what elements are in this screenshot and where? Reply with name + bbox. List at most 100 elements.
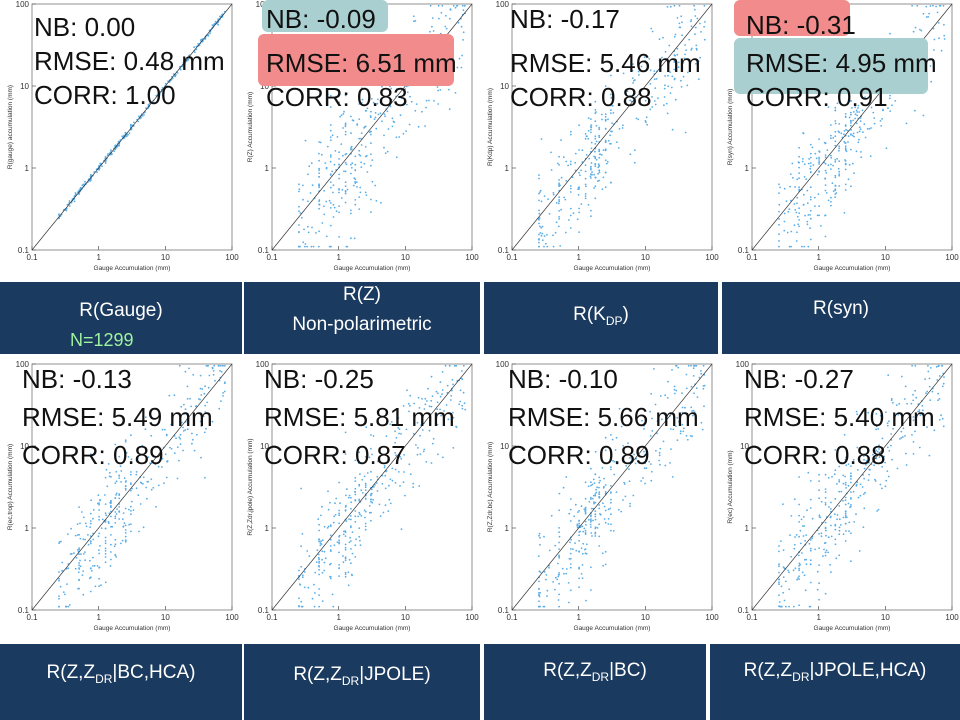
data-point: [865, 460, 868, 462]
data-point: [703, 405, 705, 408]
data-point: [199, 387, 202, 390]
data-point: [372, 435, 375, 437]
data-point: [889, 32, 891, 35]
data-point: [382, 511, 385, 514]
data-point: [838, 174, 841, 177]
data-point: [444, 25, 447, 28]
data-point: [539, 191, 541, 194]
data-point: [595, 488, 597, 491]
data-point: [364, 528, 367, 531]
data-point: [354, 487, 357, 490]
data-point: [118, 518, 121, 520]
data-point: [633, 79, 635, 82]
data-point: [594, 135, 597, 138]
data-point: [793, 543, 796, 546]
data-point: [329, 129, 332, 132]
data-point: [350, 209, 352, 212]
data-point: [610, 97, 613, 100]
data-point: [350, 212, 352, 215]
data-point: [809, 209, 812, 212]
data-point: [609, 142, 611, 145]
data-point: [682, 430, 685, 433]
data-point: [594, 120, 597, 123]
data-point: [568, 557, 571, 560]
data-point: [89, 180, 92, 182]
data-point: [890, 398, 893, 400]
data-point: [862, 455, 865, 457]
data-point: [558, 155, 560, 158]
data-point: [857, 104, 860, 107]
data-point: [96, 502, 99, 505]
data-point: [84, 180, 86, 183]
data-point: [576, 523, 579, 526]
data-point: [926, 390, 929, 393]
data-point: [318, 529, 320, 532]
label-main: R(Z,Z: [743, 660, 793, 681]
data-point: [612, 112, 615, 114]
data-point: [318, 203, 320, 206]
data-point: [569, 498, 572, 500]
data-point: [661, 56, 663, 59]
data-point: [806, 223, 809, 226]
data-point: [364, 191, 367, 194]
banner-line-2: Non-polarimetric: [292, 314, 432, 335]
data-point: [338, 575, 340, 577]
data-point: [778, 571, 780, 574]
data-point: [590, 128, 592, 131]
data-point: [676, 416, 679, 419]
data-point: [635, 117, 638, 120]
label-subscript: DR: [95, 671, 113, 686]
data-point: [348, 558, 351, 561]
data-point: [578, 567, 580, 570]
data-point: [696, 17, 699, 20]
data-point: [844, 512, 847, 515]
data-point: [394, 441, 396, 444]
data-point: [429, 30, 431, 33]
data-point: [404, 88, 407, 90]
corr-value: CORR: 0.89: [508, 440, 650, 470]
data-point: [794, 567, 797, 570]
data-point: [430, 399, 433, 402]
data-point: [875, 428, 877, 431]
data-point: [584, 531, 587, 534]
data-point: [104, 549, 107, 552]
data-point: [436, 401, 439, 404]
data-point: [668, 60, 671, 62]
data-point: [802, 535, 805, 537]
data-point: [87, 543, 90, 546]
data-point: [594, 527, 597, 530]
data-point: [929, 399, 932, 402]
data-point: [82, 516, 85, 519]
data-point: [896, 467, 899, 470]
data-point: [856, 111, 858, 113]
data-point: [220, 400, 222, 402]
data-point: [435, 390, 438, 393]
data-point: [625, 465, 628, 467]
data-point: [462, 364, 465, 367]
y-tick-label: 1: [265, 524, 270, 533]
data-point: [790, 245, 792, 248]
data-point: [335, 210, 338, 213]
data-point: [834, 523, 837, 526]
data-point: [565, 476, 568, 478]
data-point: [306, 245, 308, 248]
data-point: [90, 499, 92, 502]
data-point: [347, 496, 350, 499]
data-point: [577, 194, 580, 196]
data-point: [104, 512, 107, 515]
data-point: [199, 420, 202, 423]
data-point: [314, 592, 316, 594]
data-point: [354, 155, 357, 158]
data-point: [558, 535, 561, 538]
data-point: [681, 21, 683, 24]
data-point: [300, 216, 303, 219]
data-point: [89, 173, 92, 176]
data-point: [89, 590, 92, 593]
data-point: [844, 147, 847, 150]
data-point: [318, 152, 320, 155]
data-point: [837, 167, 840, 170]
data-point: [344, 575, 347, 578]
data-point: [834, 196, 836, 199]
data-point: [417, 396, 420, 399]
data-point: [384, 115, 386, 118]
